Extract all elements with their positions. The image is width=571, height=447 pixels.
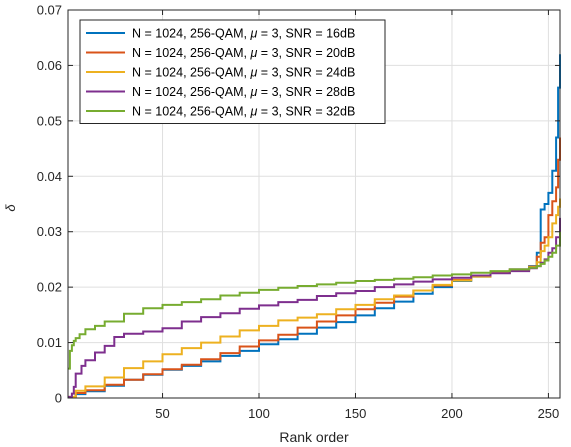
y-tick-label: 0.01 xyxy=(37,335,62,350)
legend-label: N = 1024, 256-QAM, μ = 3, SNR = 24dB xyxy=(132,66,355,80)
y-tick-label: 0.06 xyxy=(37,58,62,73)
y-axis-label: δ xyxy=(3,204,18,212)
y-tick-label: 0.07 xyxy=(37,3,62,18)
legend-box xyxy=(79,19,386,124)
x-tick-label: 100 xyxy=(248,406,270,421)
legend-label: N = 1024, 256-QAM, μ = 3, SNR = 20dB xyxy=(132,46,355,60)
y-tick-label: 0.03 xyxy=(37,224,62,239)
y-tick-label: 0.05 xyxy=(37,113,62,128)
series-lines xyxy=(68,54,561,399)
series-line xyxy=(68,137,561,399)
legend: N = 1024, 256-QAM, μ = 3, SNR = 16dB N = … xyxy=(79,19,386,124)
x-axis-label: Rank order xyxy=(279,429,349,445)
y-tick-label: 0 xyxy=(55,391,62,406)
x-tick-label: 150 xyxy=(345,406,367,421)
legend-label: N = 1024, 256-QAM, μ = 3, SNR = 16dB xyxy=(132,27,355,41)
series-line xyxy=(68,217,561,398)
legend-label: N = 1024, 256-QAM, μ = 3, SNR = 28dB xyxy=(132,85,355,99)
x-tick-label: 250 xyxy=(538,406,560,421)
axis-ticks xyxy=(68,9,560,399)
axes-box xyxy=(67,9,561,399)
y-tick-labels: 0 0.01 0.02 0.03 0.04 0.05 0.06 0.07 xyxy=(37,3,62,406)
y-tick-label: 0.02 xyxy=(37,280,62,295)
series-line xyxy=(68,231,561,370)
series-line xyxy=(68,198,561,398)
y-tick-label: 0.04 xyxy=(37,169,62,184)
legend-label: N = 1024, 256-QAM, μ = 3, SNR = 32dB xyxy=(132,105,355,119)
x-tick-labels: 50 100 150 200 250 xyxy=(155,406,559,421)
x-tick-label: 200 xyxy=(441,406,463,421)
x-tick-label: 50 xyxy=(155,406,169,421)
